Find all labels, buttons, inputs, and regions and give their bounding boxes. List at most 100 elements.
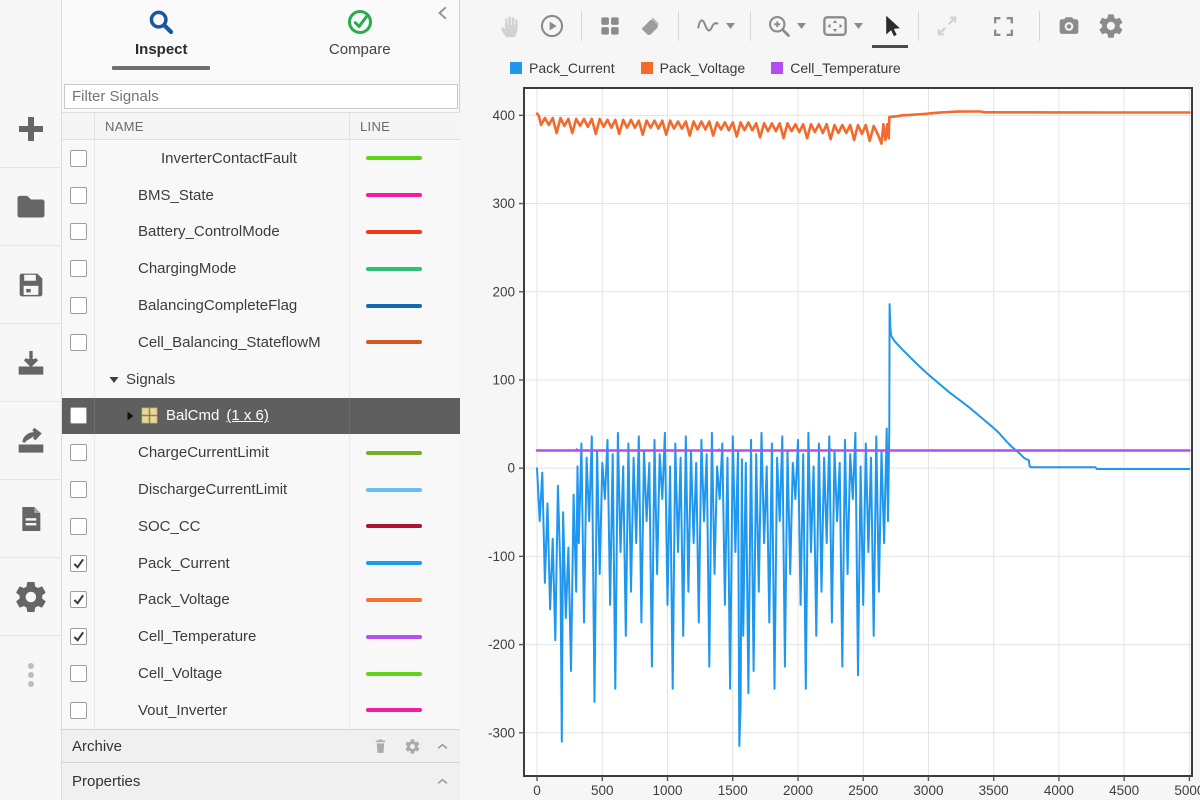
- line-style-swatch[interactable]: [366, 671, 422, 676]
- line-style-swatch[interactable]: [366, 340, 422, 345]
- svg-text:3500: 3500: [979, 783, 1009, 798]
- name-cell: Cell_Temperature: [95, 618, 350, 656]
- signal-row[interactable]: DischargeCurrentLimit: [62, 471, 460, 508]
- expand-caret-icon[interactable]: [127, 411, 134, 421]
- signal-checkbox[interactable]: [69, 333, 87, 351]
- line-style-swatch[interactable]: [366, 597, 422, 602]
- replay-button[interactable]: [538, 12, 566, 40]
- signal-checkbox[interactable]: [69, 591, 87, 609]
- signal-checkbox[interactable]: [69, 665, 87, 683]
- layout-button[interactable]: [597, 13, 623, 39]
- legend-item[interactable]: Cell_Temperature: [771, 60, 901, 76]
- snapshot-button[interactable]: [1055, 12, 1083, 40]
- line-style-swatch[interactable]: [366, 193, 422, 198]
- chevron-up-icon[interactable]: [435, 774, 450, 789]
- more-button[interactable]: [0, 636, 61, 714]
- signal-row[interactable]: InverterContactFault: [62, 140, 460, 177]
- signal-row[interactable]: Cell_Voltage: [62, 655, 460, 692]
- preferences-button[interactable]: [0, 558, 61, 636]
- signal-row[interactable]: BMS_State: [62, 176, 460, 214]
- line-style-swatch[interactable]: [366, 487, 422, 492]
- signal-checkbox[interactable]: [69, 297, 87, 315]
- filter-signals-input[interactable]: [64, 84, 458, 109]
- checkbox-cell: [62, 250, 95, 288]
- collapse-panel-button[interactable]: [435, 5, 453, 23]
- signal-checkbox[interactable]: [69, 186, 87, 204]
- trash-icon[interactable]: [371, 737, 390, 756]
- line-style-swatch[interactable]: [366, 634, 422, 639]
- signal-row[interactable]: SOC_CC: [62, 507, 460, 545]
- clear-button[interactable]: [637, 13, 663, 39]
- report-button[interactable]: [0, 480, 61, 558]
- line-style-swatch[interactable]: [366, 156, 422, 161]
- signal-row[interactable]: ChargeCurrentLimit: [62, 434, 460, 472]
- checkbox-cell: [62, 655, 95, 692]
- signal-row[interactable]: Pack_Current: [62, 544, 460, 582]
- tab-inspect[interactable]: Inspect: [62, 0, 261, 78]
- signal-checkbox[interactable]: [69, 517, 87, 535]
- signal-checkbox[interactable]: [69, 554, 87, 572]
- import-button[interactable]: [0, 324, 61, 402]
- fullscreen-button[interactable]: [991, 14, 1016, 39]
- line-style-swatch[interactable]: [366, 708, 422, 713]
- signal-row[interactable]: ChargingMode: [62, 250, 460, 288]
- line-style-swatch[interactable]: [366, 450, 422, 455]
- line-style-swatch[interactable]: [366, 229, 422, 234]
- svg-text:-300: -300: [488, 725, 515, 740]
- line-style-swatch[interactable]: [366, 524, 422, 529]
- legend-item[interactable]: Pack_Current: [510, 60, 615, 76]
- legend-item[interactable]: Pack_Voltage: [640, 60, 745, 76]
- expand-arrows-icon: [937, 16, 957, 36]
- export-button[interactable]: [0, 402, 61, 480]
- name-column-header: NAME: [95, 113, 350, 139]
- signal-options-button[interactable]: [694, 12, 735, 40]
- dropdown-caret-icon[interactable]: [797, 23, 806, 29]
- new-button[interactable]: [0, 90, 61, 168]
- signal-name: Cell_Voltage: [138, 665, 223, 683]
- archive-bar[interactable]: Archive: [62, 729, 460, 762]
- signal-checkbox[interactable]: [69, 407, 87, 425]
- signal-checkbox[interactable]: [69, 149, 87, 167]
- matrix-dimensions-link[interactable]: (1 x 6): [226, 407, 269, 425]
- signal-checkbox[interactable]: [69, 481, 87, 499]
- line-style-swatch[interactable]: [366, 561, 422, 566]
- zoom-button[interactable]: [766, 13, 806, 40]
- signal-row[interactable]: BalCmd (1 x 6): [62, 397, 460, 435]
- chevron-up-icon[interactable]: [435, 739, 450, 754]
- collapse-caret-icon[interactable]: [109, 375, 119, 384]
- signal-checkbox[interactable]: [69, 701, 87, 719]
- dropdown-caret-icon[interactable]: [726, 23, 735, 29]
- chart-settings-button[interactable]: [1097, 12, 1125, 40]
- plot-legend: Pack_Current Pack_Voltage Cell_Temperature: [510, 60, 901, 76]
- tab-compare-label: Compare: [328, 41, 391, 58]
- signal-row[interactable]: Vout_Inverter: [62, 691, 460, 729]
- save-button[interactable]: [0, 246, 61, 324]
- signal-checkbox[interactable]: [69, 260, 87, 278]
- gear-icon[interactable]: [404, 738, 421, 755]
- signal-row[interactable]: Pack_Voltage: [62, 581, 460, 619]
- tab-compare[interactable]: Compare: [261, 0, 460, 78]
- line-style-swatch[interactable]: [366, 303, 422, 308]
- checkbox-cell: [62, 618, 95, 656]
- dropdown-caret-icon[interactable]: [854, 23, 863, 29]
- pan-button[interactable]: [496, 12, 524, 40]
- signal-row[interactable]: Cell_Temperature: [62, 618, 460, 656]
- signal-row[interactable]: Cell_Balancing_StateflowM: [62, 323, 460, 361]
- signal-checkbox[interactable]: [69, 444, 87, 462]
- signal-row[interactable]: Battery_ControlMode: [62, 213, 460, 251]
- properties-bar[interactable]: Properties: [62, 762, 460, 800]
- time-plot[interactable]: 0500100015002000250030003500400045005000…: [460, 0, 1200, 800]
- fit-view-button[interactable]: [820, 11, 863, 41]
- pointer-tool-button[interactable]: [872, 13, 908, 48]
- name-cell: BalancingCompleteFlag: [95, 287, 350, 324]
- signal-group-row[interactable]: Signals: [62, 360, 460, 398]
- signal-row[interactable]: BalancingCompleteFlag: [62, 287, 460, 324]
- svg-text:-100: -100: [488, 549, 515, 564]
- svg-text:1500: 1500: [718, 783, 748, 798]
- signal-checkbox[interactable]: [69, 223, 87, 241]
- line-style-swatch[interactable]: [366, 266, 422, 271]
- legend-color-swatch: [771, 62, 784, 74]
- signal-checkbox[interactable]: [69, 628, 87, 646]
- expand-button[interactable]: [934, 13, 960, 39]
- open-button[interactable]: [0, 168, 61, 246]
